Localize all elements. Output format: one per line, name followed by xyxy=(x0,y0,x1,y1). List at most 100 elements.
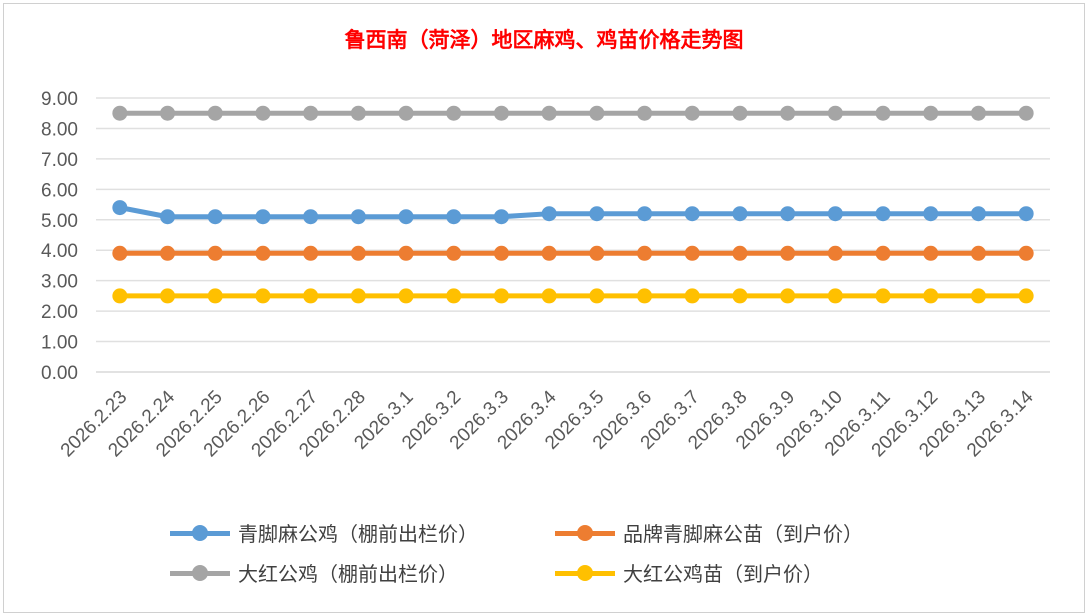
data-point-1 xyxy=(112,245,128,261)
legend-marker-0 xyxy=(170,523,230,543)
data-point-2 xyxy=(398,105,414,121)
data-point-0 xyxy=(875,206,891,222)
data-point-3 xyxy=(160,288,176,304)
data-point-2 xyxy=(923,105,939,121)
data-point-1 xyxy=(732,245,748,261)
y-tick-label: 2.00 xyxy=(41,302,78,323)
legend-marker-3 xyxy=(555,563,615,583)
data-point-2 xyxy=(589,105,605,121)
data-point-3 xyxy=(827,288,843,304)
y-tick-label: 1.00 xyxy=(41,333,78,354)
data-point-0 xyxy=(303,209,319,225)
data-point-0 xyxy=(732,206,748,222)
data-point-3 xyxy=(493,288,509,304)
series-line-0 xyxy=(119,205,1027,220)
data-point-2 xyxy=(446,105,462,121)
data-point-0 xyxy=(780,206,796,222)
legend-marker-1 xyxy=(555,523,615,543)
data-point-2 xyxy=(827,105,843,121)
data-point-2 xyxy=(875,105,891,121)
chart-area xyxy=(3,3,1085,613)
data-point-0 xyxy=(970,206,986,222)
data-point-0 xyxy=(1018,206,1034,222)
data-point-1 xyxy=(875,245,891,261)
data-point-2 xyxy=(160,105,176,121)
data-point-3 xyxy=(350,288,366,304)
data-point-0 xyxy=(493,209,509,225)
data-point-1 xyxy=(255,245,271,261)
data-point-0 xyxy=(827,206,843,222)
data-point-2 xyxy=(493,105,509,121)
y-tick-label: 4.00 xyxy=(41,241,78,262)
data-point-2 xyxy=(732,105,748,121)
data-point-2 xyxy=(684,105,700,121)
data-point-2 xyxy=(780,105,796,121)
legend-label-1: 品牌青脚麻公苗（到户价） xyxy=(623,522,863,546)
data-point-3 xyxy=(637,288,653,304)
data-point-3 xyxy=(112,288,128,304)
data-point-3 xyxy=(780,288,796,304)
y-tick-label: 7.00 xyxy=(41,150,78,171)
data-point-2 xyxy=(350,105,366,121)
data-point-1 xyxy=(350,245,366,261)
legend-item-3: 大红公鸡苗（到户价） xyxy=(555,558,823,587)
data-point-0 xyxy=(160,209,176,225)
data-point-1 xyxy=(780,245,796,261)
data-point-0 xyxy=(446,209,462,225)
data-point-0 xyxy=(589,206,605,222)
data-point-2 xyxy=(303,105,319,121)
data-point-1 xyxy=(207,245,223,261)
data-point-3 xyxy=(255,288,271,304)
data-point-3 xyxy=(446,288,462,304)
data-point-3 xyxy=(541,288,557,304)
data-point-0 xyxy=(541,206,557,222)
data-point-1 xyxy=(493,245,509,261)
data-point-3 xyxy=(684,288,700,304)
data-point-3 xyxy=(303,288,319,304)
data-point-2 xyxy=(1018,105,1034,121)
data-point-1 xyxy=(1018,245,1034,261)
data-point-2 xyxy=(207,105,223,121)
data-point-2 xyxy=(541,105,557,121)
data-point-2 xyxy=(112,105,128,121)
legend-label-0: 青脚麻公鸡（棚前出栏价） xyxy=(238,522,478,546)
data-point-0 xyxy=(350,209,366,225)
legend-item-0: 青脚麻公鸡（棚前出栏价） xyxy=(170,518,478,547)
data-point-3 xyxy=(1018,288,1034,304)
data-point-3 xyxy=(589,288,605,304)
data-point-2 xyxy=(255,105,271,121)
data-point-1 xyxy=(446,245,462,261)
data-point-3 xyxy=(207,288,223,304)
data-point-1 xyxy=(398,245,414,261)
legend-label-3: 大红公鸡苗（到户价） xyxy=(623,562,823,586)
data-point-1 xyxy=(923,245,939,261)
data-point-2 xyxy=(637,105,653,121)
data-point-1 xyxy=(827,245,843,261)
legend-item-2: 大红公鸡（棚前出栏价） xyxy=(170,558,458,587)
data-point-1 xyxy=(589,245,605,261)
data-point-3 xyxy=(923,288,939,304)
data-point-3 xyxy=(398,288,414,304)
data-point-3 xyxy=(875,288,891,304)
y-tick-label: 5.00 xyxy=(41,211,78,232)
chart-title: 鲁西南（菏泽）地区麻鸡、鸡苗价格走势图 xyxy=(344,27,744,52)
y-tick-label: 9.00 xyxy=(41,89,78,110)
data-point-0 xyxy=(637,206,653,222)
y-tick-label: 8.00 xyxy=(41,119,78,140)
data-point-1 xyxy=(637,245,653,261)
data-point-2 xyxy=(970,105,986,121)
legend-label-2: 大红公鸡（棚前出栏价） xyxy=(238,562,458,586)
data-point-3 xyxy=(970,288,986,304)
y-tick-label: 6.00 xyxy=(41,180,78,201)
data-point-1 xyxy=(684,245,700,261)
y-tick-label: 3.00 xyxy=(41,272,78,293)
data-point-0 xyxy=(923,206,939,222)
data-point-0 xyxy=(398,209,414,225)
data-point-3 xyxy=(732,288,748,304)
data-point-0 xyxy=(255,209,271,225)
y-tick-label: 0.00 xyxy=(41,363,78,384)
data-point-1 xyxy=(160,245,176,261)
data-point-1 xyxy=(303,245,319,261)
data-point-0 xyxy=(207,209,223,225)
